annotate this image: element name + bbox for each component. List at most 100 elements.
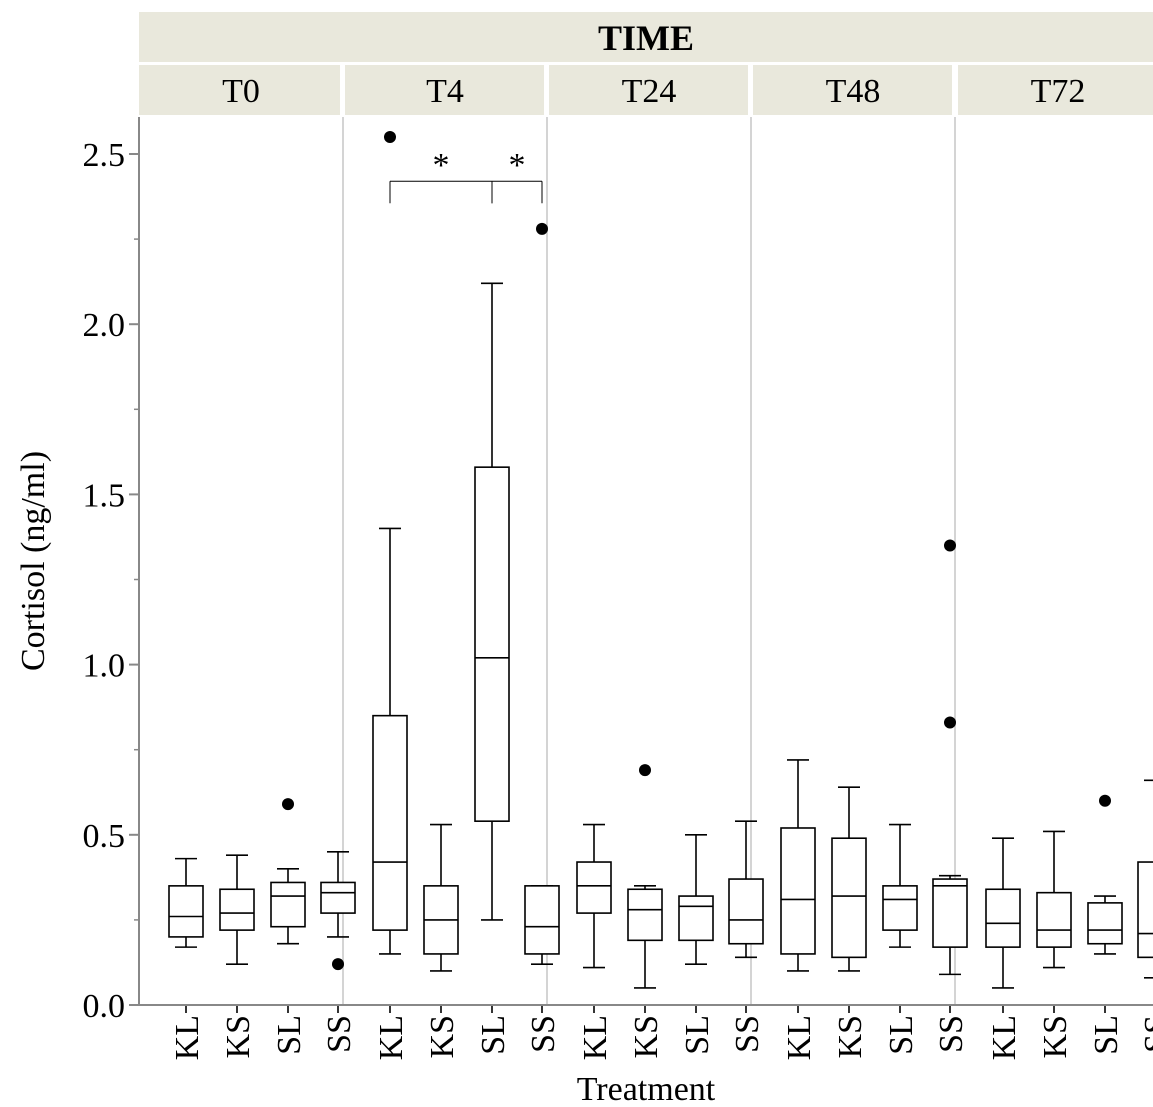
panel-header-t4 — [345, 65, 544, 115]
panel-label-t0: T0 — [222, 73, 260, 110]
x-tick-label-t72-sl: SL — [1088, 1015, 1125, 1055]
panel-t48 — [780, 539, 968, 976]
outlier-point — [332, 958, 344, 971]
panel-label-t48: T48 — [826, 73, 881, 110]
significance-star: * — [509, 147, 526, 184]
x-tick-label-t0-sl: SL — [271, 1015, 308, 1055]
x-tick-label-t4-sl: SL — [475, 1015, 512, 1055]
box-t72-ss — [1137, 779, 1153, 979]
header-title: TIME — [598, 18, 694, 58]
iqr-box — [219, 888, 255, 931]
significance-bracket-kl-sl: * — [389, 147, 493, 204]
outlier-point — [384, 130, 396, 143]
outlier-point — [282, 798, 294, 811]
panel-header-t72 — [958, 65, 1153, 115]
box-t0-sl — [270, 798, 306, 945]
panel-header-t48 — [753, 65, 952, 115]
box-t0-ks — [219, 854, 255, 965]
x-tick-label-t72-kl: KL — [986, 1015, 1023, 1060]
iqr-box — [320, 881, 356, 914]
x-tick-label-t4-kl: KL — [373, 1015, 410, 1060]
iqr-box — [985, 888, 1021, 948]
box-t48-ks — [831, 786, 867, 972]
iqr-box — [372, 714, 408, 931]
box-t0-kl — [168, 857, 204, 948]
iqr-box — [524, 885, 560, 955]
panel-t0 — [168, 798, 356, 971]
y-tick-label: 2.0 — [83, 307, 126, 344]
x-tick-label-t72-ks: KS — [1037, 1015, 1074, 1058]
iqr-box — [474, 466, 510, 822]
box-t4-sl — [474, 282, 510, 921]
outlier-point — [639, 764, 651, 777]
iqr-box — [576, 861, 612, 914]
y-axis-title: Cortisol (ng/ml) — [15, 451, 52, 671]
panel-t24 — [576, 764, 764, 989]
panel-header-t24 — [549, 65, 748, 115]
y-tick-label: 2.5 — [83, 137, 126, 174]
iqr-box — [1036, 891, 1072, 948]
panel-t4 — [372, 130, 560, 972]
outlier-point — [944, 716, 956, 729]
panel-t72 — [985, 779, 1153, 989]
x-tick-label-t4-ks: KS — [424, 1015, 461, 1058]
significance-star: * — [433, 147, 450, 184]
iqr-box — [678, 895, 714, 942]
iqr-box — [882, 885, 918, 931]
box-t72-sl — [1087, 794, 1123, 955]
box-t4-ss — [524, 222, 560, 965]
x-tick-label-t48-ss: SS — [933, 1015, 970, 1053]
x-tick-label-t4-ss: SS — [525, 1015, 562, 1053]
y-tick-label: 1.5 — [83, 477, 126, 514]
y-tick-label: 0.5 — [83, 818, 126, 855]
x-tick-label-t72-ss: SS — [1138, 1015, 1153, 1053]
iqr-box — [270, 881, 306, 928]
panel-label-t24: T24 — [622, 73, 677, 110]
box-t72-ks — [1036, 830, 1072, 969]
iqr-box — [831, 837, 867, 959]
iqr-box — [1087, 902, 1123, 945]
x-tick-label-t48-ks: KS — [832, 1015, 869, 1058]
iqr-box — [1137, 861, 1153, 959]
outlier-point — [1099, 794, 1111, 807]
x-tick-label-t24-ks: KS — [628, 1015, 665, 1058]
panel-label-t72: T72 — [1031, 73, 1086, 110]
outlier-point — [944, 539, 956, 552]
box-t4-kl — [372, 130, 408, 955]
box-t48-kl — [780, 759, 816, 972]
y-tick-label: 0.0 — [83, 988, 126, 1025]
panel-label-t4: T4 — [426, 73, 464, 110]
plot-panels — [168, 117, 1153, 1005]
box-t24-sl — [678, 833, 714, 965]
x-tick-label-t0-kl: KL — [169, 1015, 206, 1060]
box-t0-ss — [320, 851, 356, 971]
x-tick-label-t0-ks: KS — [220, 1015, 257, 1058]
box-t48-ss — [932, 539, 968, 976]
panel-header-t0 — [139, 65, 340, 115]
header-strip — [139, 12, 1153, 62]
box-t4-ks — [423, 823, 459, 972]
significance-bracket-sl-ss: * — [491, 147, 543, 204]
panel-headers: TIME T0 T4 T24 T48 T72 — [139, 12, 1153, 115]
box-t48-sl — [882, 823, 918, 948]
box-t24-ss — [728, 820, 764, 959]
iqr-box — [780, 827, 816, 955]
x-axis-title: Treatment — [577, 1071, 716, 1107]
x-axis: KL KS SL SS KL KS SL SS KL KS SL SS KL KS SL SS KL KS SL SS… — [139, 1004, 1153, 1107]
iqr-box — [168, 885, 204, 938]
outlier-point — [536, 222, 548, 235]
box-t24-ks — [627, 764, 663, 989]
box-t24-kl — [576, 823, 612, 969]
iqr-box — [627, 888, 663, 942]
y-axis: 0.0 0.5 1.0 1.5 2.0 2.5 Cortisol (ng/ml) — [15, 117, 140, 1025]
x-tick-label-t48-kl: KL — [781, 1015, 818, 1060]
significance-annotations: * * — [389, 147, 543, 204]
iqr-box — [728, 878, 764, 945]
x-tick-label-t24-ss: SS — [729, 1015, 766, 1053]
x-tick-label-t24-kl: KL — [577, 1015, 614, 1060]
iqr-box — [932, 878, 968, 948]
box-t72-kl — [985, 837, 1021, 989]
x-tick-label-t0-ss: SS — [321, 1015, 358, 1053]
x-tick-label-t24-sl: SL — [679, 1015, 716, 1055]
